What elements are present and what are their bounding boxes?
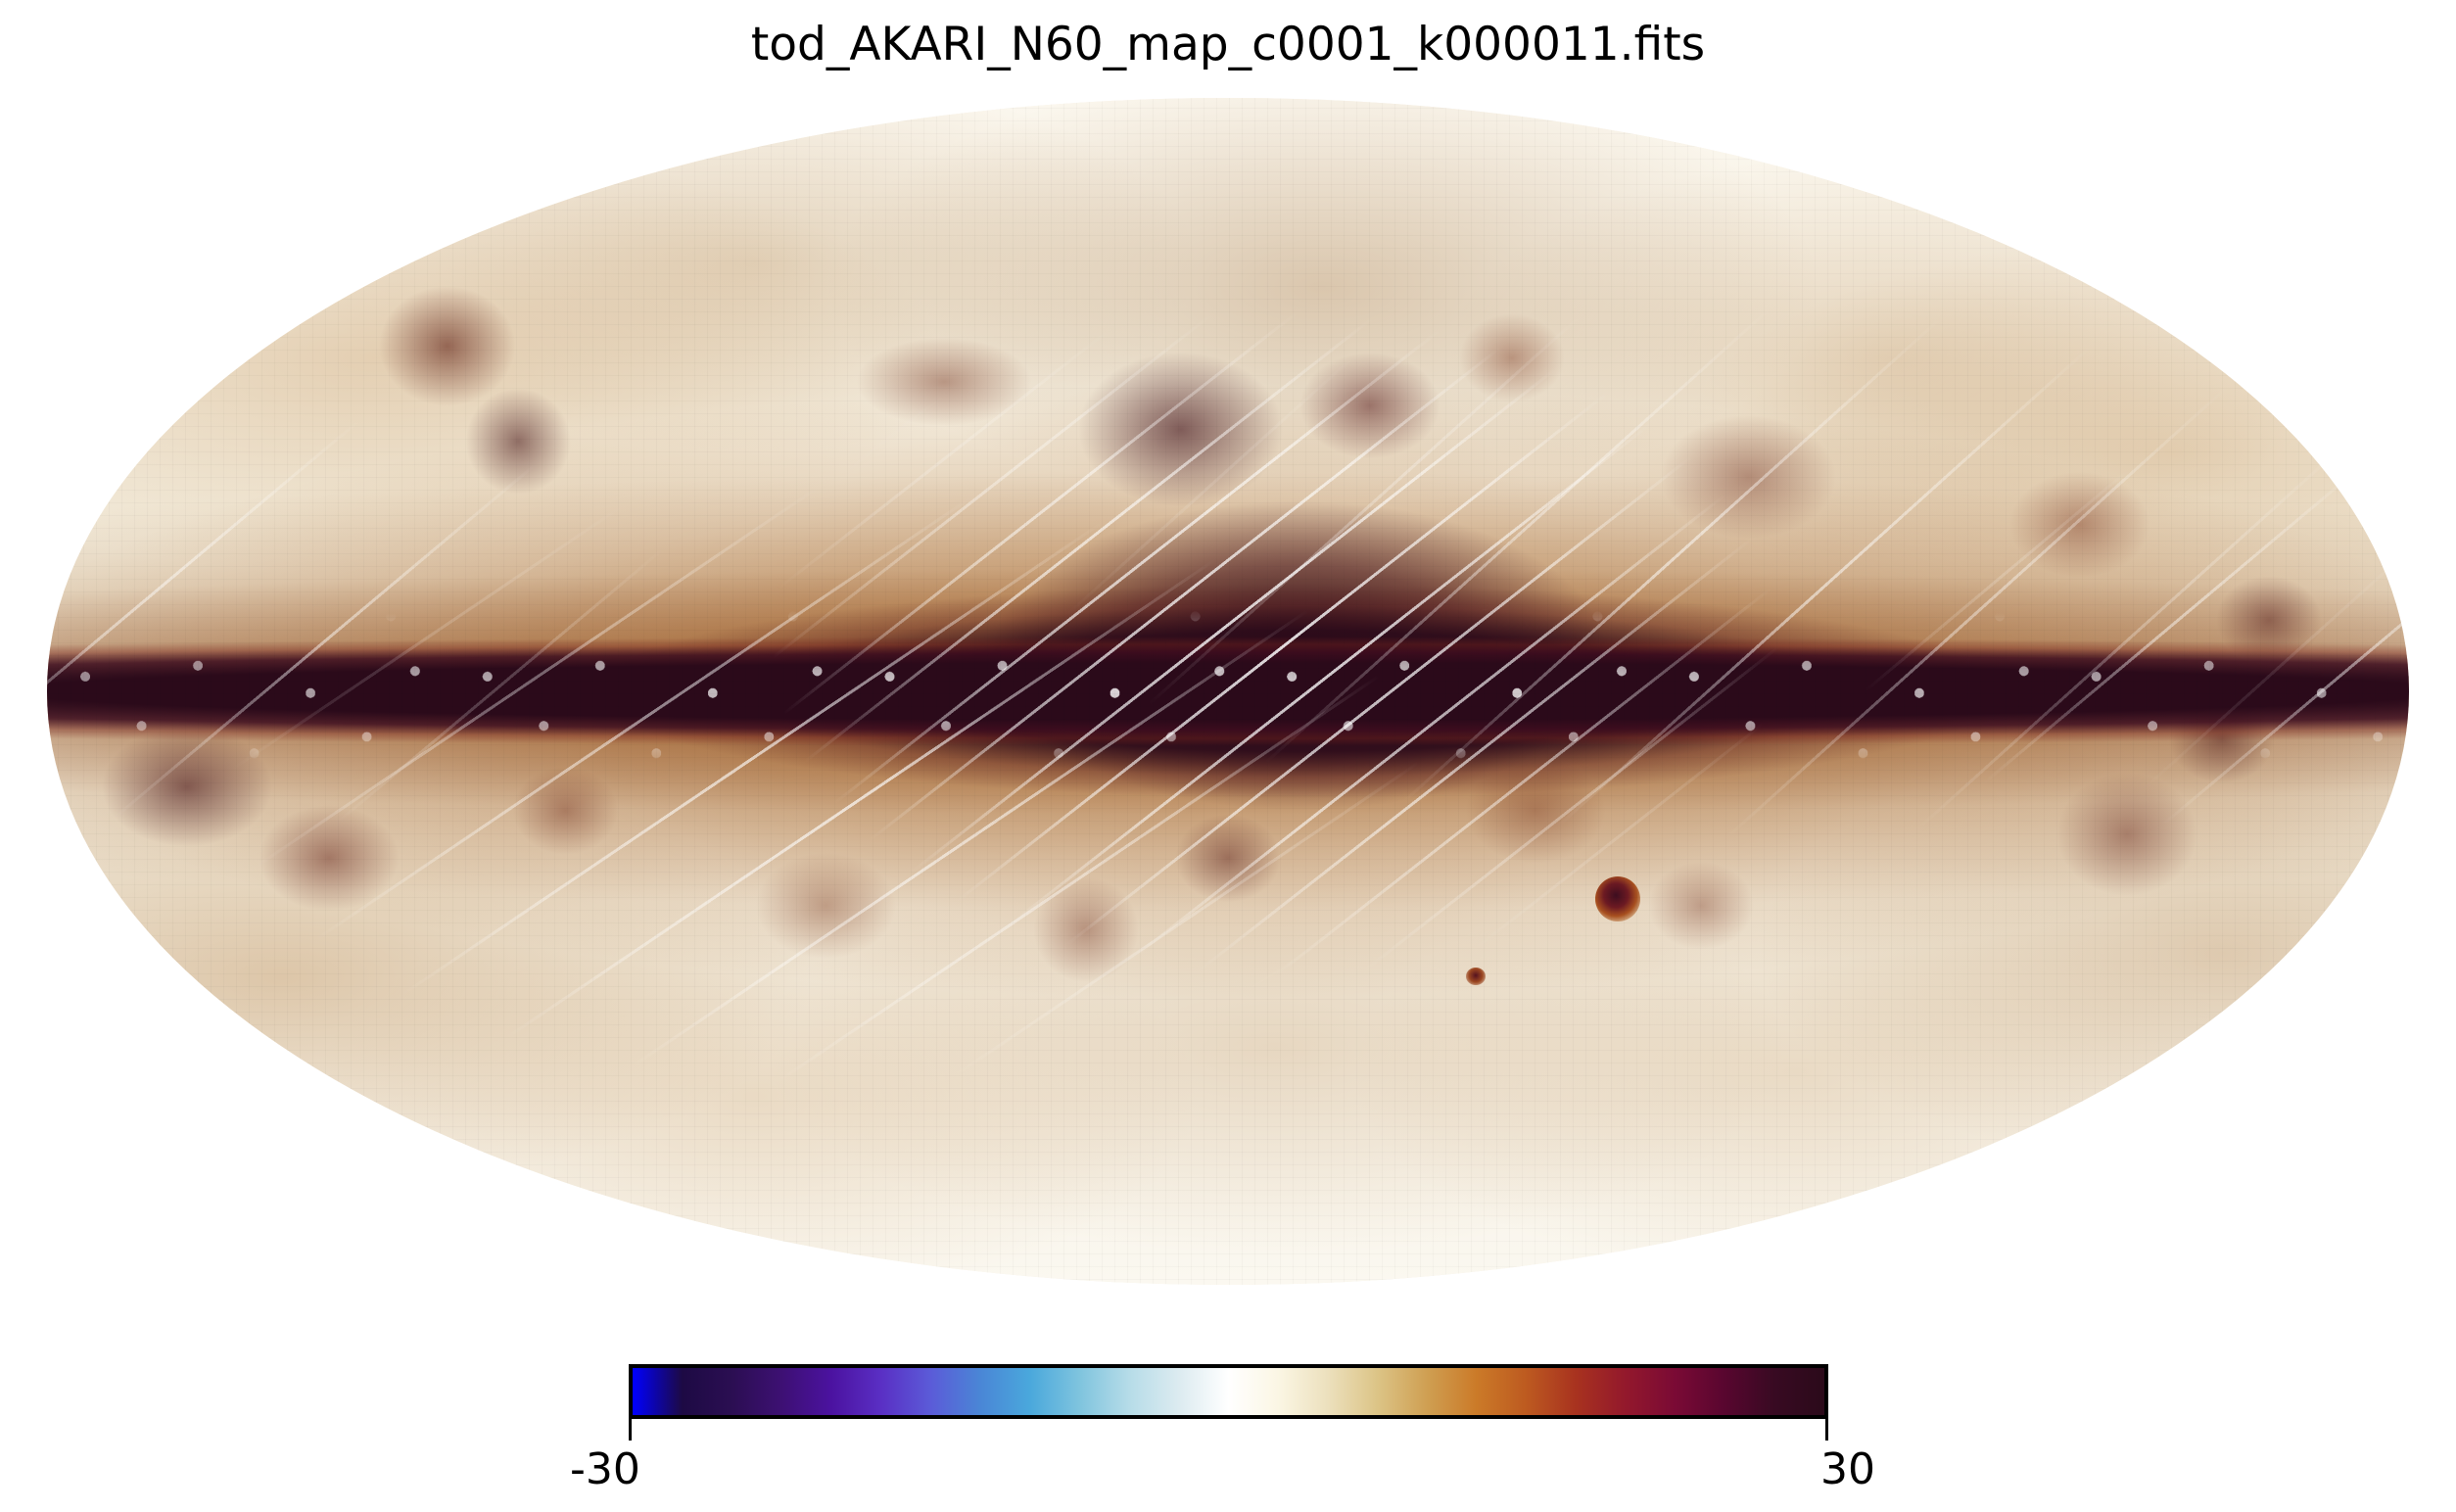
colorbar-tick-max	[1825, 1419, 1828, 1441]
colorbar-label-min: -30	[570, 1444, 640, 1494]
healpix-pixel-grid	[47, 98, 2409, 1285]
page-title: tod_AKARI_N60_map_c0001_k000011.fits	[750, 18, 1706, 71]
mollweide-projection-ellipse[interactable]	[47, 98, 2409, 1285]
colorbar-gradient	[633, 1368, 1824, 1415]
colorbar-frame	[629, 1364, 1828, 1419]
colorbar-tick-min	[629, 1419, 632, 1441]
colorbar[interactable]: -30 30	[570, 1364, 1875, 1494]
sky-map[interactable]	[47, 98, 2409, 1285]
missing-pixel-speckle	[47, 98, 2409, 1285]
colorbar-label-max: 30	[1820, 1444, 1875, 1494]
